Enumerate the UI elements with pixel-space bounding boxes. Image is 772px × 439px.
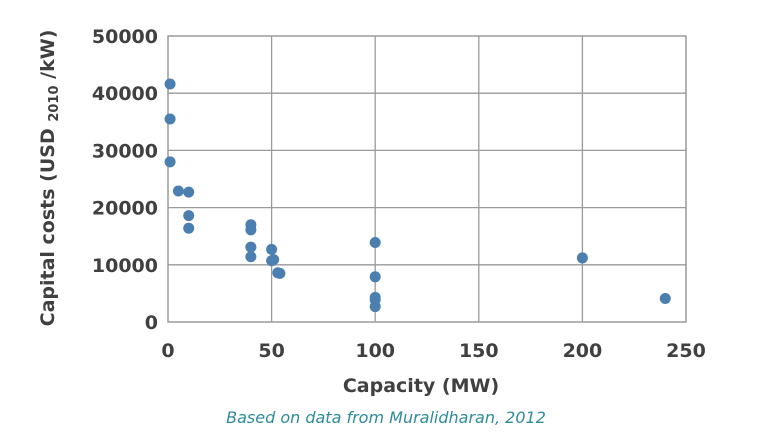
x-tick-label: 250 (666, 340, 706, 362)
data-point (266, 243, 278, 255)
plot-frame (167, 35, 687, 323)
data-point (164, 78, 176, 90)
y-tick-label: 50000 (92, 26, 158, 48)
data-point (245, 241, 257, 253)
data-point (183, 210, 195, 222)
y-tick-label: 30000 (92, 140, 158, 162)
data-point (183, 222, 195, 234)
y-tick-label: 40000 (92, 83, 158, 105)
y-axis-title-prefix: Capital costs (USD (37, 128, 59, 326)
scatter-chart: 0 10000 20000 30000 40000 50000 0 50 100 150 200 25… (37, 26, 706, 397)
x-axis-title: Capacity (MW) (343, 375, 499, 397)
y-tick-label: 10000 (92, 255, 158, 277)
x-tick-label: 200 (563, 340, 603, 362)
y-axis-title: Capital costs (USD 2010 /kW) (37, 30, 62, 327)
data-point (183, 186, 195, 198)
data-point (369, 271, 381, 283)
y-tick-label: 20000 (92, 198, 158, 220)
grid (167, 35, 687, 323)
y-tick-label: 0 (145, 312, 158, 334)
data-point (172, 185, 184, 197)
data-point (659, 293, 671, 305)
x-tick-label: 100 (355, 340, 395, 362)
tick-labels: 0 10000 20000 30000 40000 50000 0 50 100 150 200 25… (92, 26, 706, 362)
data-point (274, 267, 286, 279)
y-axis-title-subscript: 2010 (47, 85, 62, 121)
data-point (245, 224, 257, 236)
source-caption: Based on data from Muralidharan, 2012 (226, 408, 546, 427)
data-point (369, 301, 381, 313)
data-point (245, 251, 257, 263)
data-point (164, 156, 176, 168)
data-point (268, 254, 280, 266)
data-points (164, 78, 671, 313)
x-tick-label: 0 (161, 340, 174, 362)
data-point (369, 236, 381, 248)
x-tick-label: 150 (459, 340, 499, 362)
data-point (164, 113, 176, 125)
y-axis-title-suffix: /kW) (37, 30, 59, 79)
data-point (576, 252, 588, 264)
x-tick-label: 50 (258, 340, 284, 362)
